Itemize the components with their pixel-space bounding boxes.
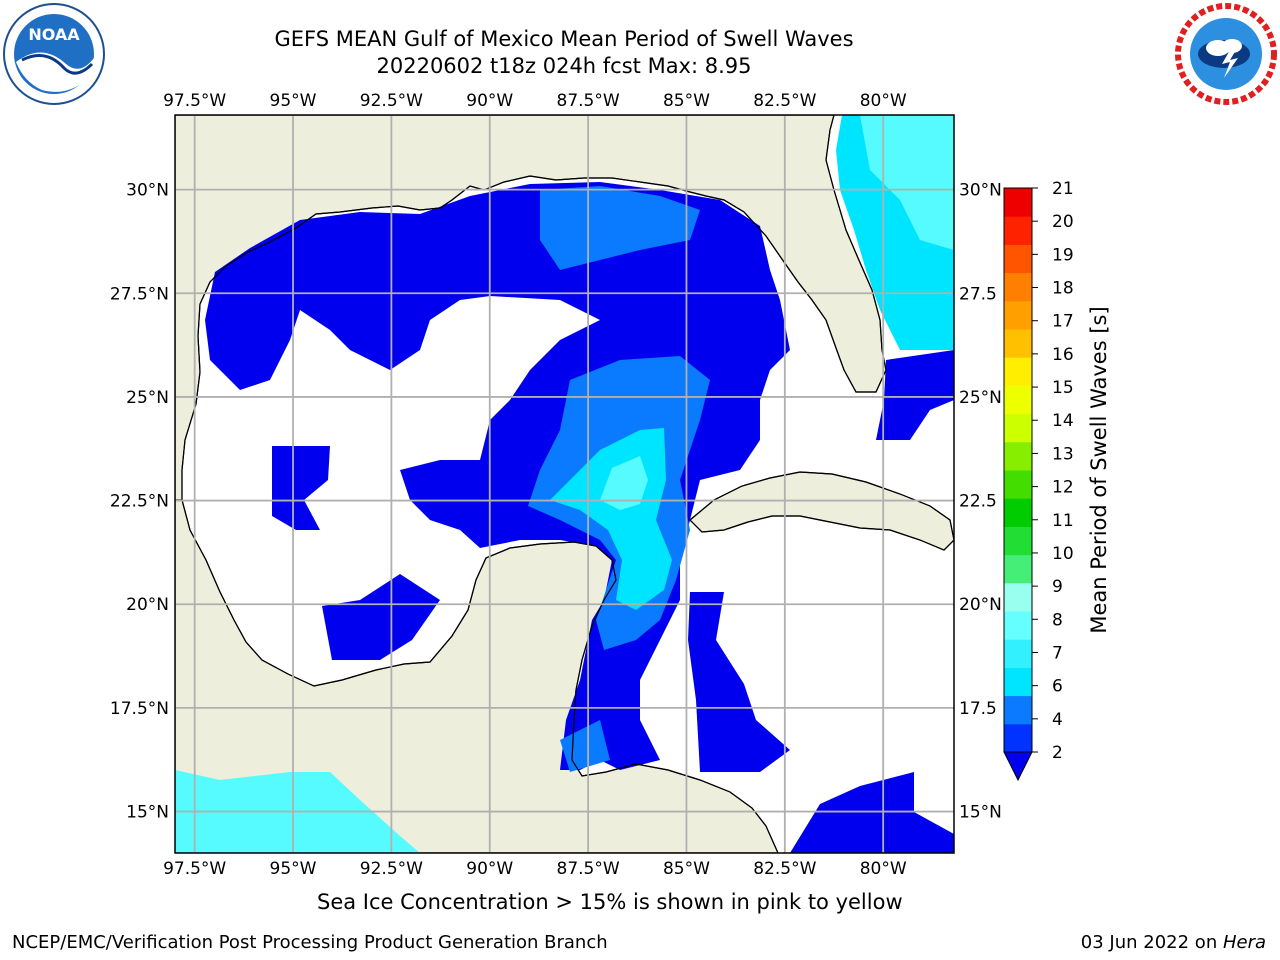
colorbar-cell bbox=[1004, 695, 1032, 725]
colorbar-tick-label: 12 bbox=[1052, 478, 1074, 498]
longitude-label-top: 90°W bbox=[466, 91, 513, 111]
colorbar-tick-label: 20 bbox=[1052, 212, 1074, 232]
swell-region-2-4s-florida bbox=[876, 350, 954, 440]
swell-region-4-6s bbox=[540, 186, 700, 270]
colorbar-tick-label: 21 bbox=[1052, 179, 1074, 199]
colorbar-tick-label: 10 bbox=[1052, 544, 1074, 564]
latitude-label-left: 25°N bbox=[126, 388, 169, 408]
colorbar-cell bbox=[1004, 611, 1032, 640]
colorbar-tick-label: 4 bbox=[1052, 710, 1063, 730]
longitude-label-top: 80°W bbox=[860, 91, 907, 111]
nws-logo bbox=[1175, 3, 1277, 105]
longitude-label-bottom: 85°W bbox=[663, 859, 710, 879]
colorbar-cell bbox=[1004, 470, 1032, 499]
colorbar-tick-label: 17 bbox=[1052, 312, 1074, 332]
graticule bbox=[175, 115, 954, 853]
colorbar: 2 4 6 7 8 9 10 11 12 13 14 15 16 17 18 19 20 21 Mean Peri… bbox=[1003, 179, 1111, 782]
footer-date: 03 Jun 2022 on bbox=[1080, 932, 1223, 953]
longitude-label-top: 87.5°W bbox=[557, 91, 620, 111]
latitude-label-right: 27.5 bbox=[959, 284, 997, 304]
longitude-label-top: 82.5°W bbox=[753, 91, 816, 111]
colorbar-frame bbox=[1003, 187, 1033, 753]
colorbar-cell bbox=[1004, 357, 1032, 386]
colorbar-tick-label: 2 bbox=[1052, 743, 1063, 763]
colorbar-label: Mean Period of Swell Waves [s] bbox=[1087, 306, 1111, 633]
footer-host: Hera bbox=[1222, 932, 1266, 953]
map-frame bbox=[174, 114, 955, 854]
longitude-label-top: 97.5°W bbox=[163, 91, 226, 111]
longitude-label-bottom: 97.5°W bbox=[163, 859, 226, 879]
colorbar-tick-label: 8 bbox=[1052, 610, 1063, 630]
colorbar-tick-label: 7 bbox=[1052, 643, 1063, 663]
colorbar-cell bbox=[1004, 244, 1032, 274]
noaa-logo-text: NOAA bbox=[28, 25, 80, 44]
colorbar-tick-label: 19 bbox=[1052, 245, 1074, 265]
colorbar-cell bbox=[1004, 329, 1032, 358]
colorbar-cell bbox=[1004, 582, 1032, 612]
swell-region-2-4s-south bbox=[790, 772, 954, 853]
colorbar-cell bbox=[1004, 667, 1032, 697]
longitude-label-bottom: 87.5°W bbox=[557, 859, 620, 879]
longitude-label-bottom: 92.5°W bbox=[360, 859, 423, 879]
colorbar-tick-label: 9 bbox=[1052, 577, 1063, 597]
colorbar-extend-arrow bbox=[1003, 751, 1033, 782]
footer-timestamp: 03 Jun 2022 on Hera bbox=[1081, 932, 1266, 953]
latitude-label-right: 15°N bbox=[959, 803, 1002, 823]
latitude-label-left: 20°N bbox=[126, 595, 169, 615]
latitude-labels-right: 30°N 27.5 25°N 22.5 20°N 17.5 15°N bbox=[959, 181, 1002, 823]
colorbar-cell bbox=[1004, 526, 1032, 556]
longitude-labels-top: 97.5°W 95°W 92.5°W 90°W 87.5°W 85°W 82.5°W 80°W bbox=[163, 91, 907, 111]
longitude-labels-bottom: 97.5°W 95°W 92.5°W 90°W 87.5°W 85°W 82.5°W 80°W bbox=[163, 859, 907, 879]
latitude-label-left: 27.5°N bbox=[110, 284, 169, 304]
colorbar-tick-label: 14 bbox=[1052, 411, 1074, 431]
colorbar-tick-label: 16 bbox=[1052, 345, 1074, 365]
colorbar-cell bbox=[1004, 441, 1032, 471]
latitude-labels-left: 30°N 27.5°N 25°N 22.5°N 20°N 17.5°N 15°N bbox=[110, 181, 169, 823]
colorbar-tick-label: 15 bbox=[1052, 378, 1074, 398]
longitude-label-bottom: 95°W bbox=[270, 859, 317, 879]
colorbar-cell bbox=[1004, 413, 1032, 443]
colorbar-cell bbox=[1004, 272, 1032, 302]
map-title: GEFS MEAN Gulf of Mexico Mean Period of … bbox=[274, 27, 854, 51]
latitude-label-left: 17.5°N bbox=[110, 699, 169, 719]
colorbar-cell bbox=[1004, 498, 1032, 527]
colorbar-cell bbox=[1004, 385, 1032, 415]
latitude-label-left: 15°N bbox=[126, 803, 169, 823]
footer-credit: NCEP/EMC/Verification Post Processing Pr… bbox=[12, 932, 608, 953]
latitude-label-right: 17.5 bbox=[959, 699, 997, 719]
colorbar-cell bbox=[1004, 723, 1032, 753]
latitude-label-right: 20°N bbox=[959, 595, 1002, 615]
swell-region-2-4s-bay bbox=[272, 446, 330, 530]
swell-region-2-4s-caribbean bbox=[688, 592, 790, 772]
latitude-label-right: 30°N bbox=[959, 181, 1002, 201]
colorbar-cell bbox=[1004, 216, 1032, 245]
noaa-logo: NOAA bbox=[3, 3, 105, 105]
latitude-label-left: 30°N bbox=[126, 181, 169, 201]
latitude-label-right: 22.5 bbox=[959, 492, 997, 512]
swell-region-7-8s bbox=[600, 456, 648, 510]
map-subtitle: 20220602 t18z 024h fcst Max: 8.95 bbox=[376, 54, 752, 78]
swell-region-2-4s-west bbox=[322, 574, 440, 660]
colorbar-cell bbox=[1004, 300, 1032, 330]
longitude-label-top: 95°W bbox=[270, 91, 317, 111]
latitude-label-right: 25°N bbox=[959, 388, 1002, 408]
colorbar-cell bbox=[1004, 188, 1032, 217]
longitude-label-top: 92.5°W bbox=[360, 91, 423, 111]
longitude-label-bottom: 90°W bbox=[466, 859, 513, 879]
colorbar-cell bbox=[1004, 639, 1032, 668]
colorbar-tick-label: 6 bbox=[1052, 677, 1063, 697]
colorbar-tick-label: 11 bbox=[1052, 511, 1074, 531]
colorbar-cell bbox=[1004, 554, 1032, 584]
longitude-label-top: 85°W bbox=[663, 91, 710, 111]
longitude-label-bottom: 80°W bbox=[860, 859, 907, 879]
latitude-label-left: 22.5°N bbox=[110, 492, 169, 512]
sea-ice-note: Sea Ice Concentration > 15% is shown in … bbox=[317, 890, 903, 914]
longitude-label-bottom: 82.5°W bbox=[753, 859, 816, 879]
colorbar-tick-label: 13 bbox=[1052, 444, 1074, 464]
colorbar-tick-label: 18 bbox=[1052, 279, 1074, 299]
